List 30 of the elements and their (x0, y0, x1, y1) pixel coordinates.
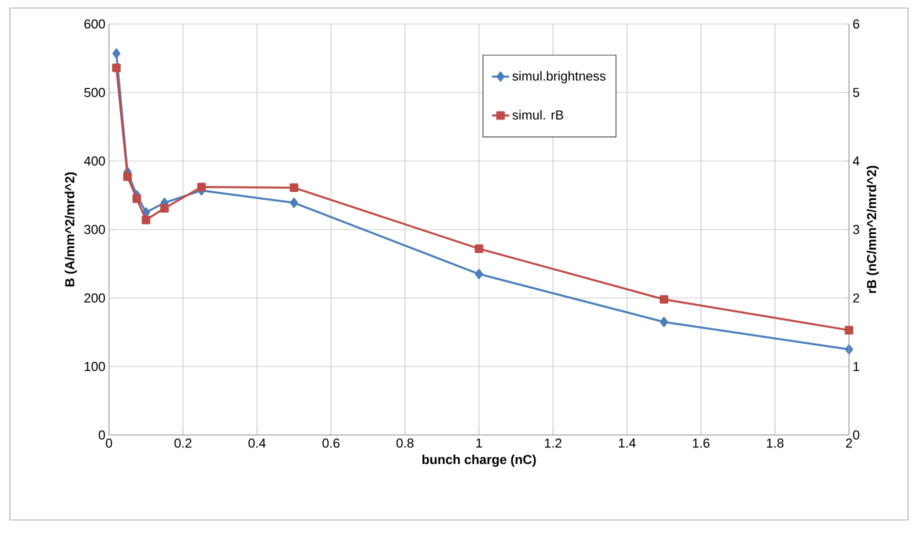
y2-tick-label: 3 (853, 224, 860, 234)
x-axis-title: bunch charge (nC) (422, 454, 536, 467)
x-tick-label: 0.8 (396, 438, 414, 448)
x-tick-label: 1 (476, 438, 482, 448)
y2-tick-label: 6 (853, 19, 860, 29)
y-tick-label: 100 (84, 362, 105, 372)
y-tick-label: 300 (84, 224, 105, 234)
y2-tick-label: 4 (852, 156, 860, 166)
x-tick-label: 0.6 (322, 438, 340, 448)
y-tick-label: 500 (84, 88, 105, 98)
x-tick-label: 1.2 (544, 438, 562, 448)
legend-label: simul.brightness (512, 71, 606, 84)
x-tick-label: 0.4 (248, 438, 266, 448)
x-tick-label: 2 (846, 438, 852, 448)
legend-label: simul. rB (512, 110, 564, 120)
x-tick-label: 1.4 (618, 438, 636, 448)
y-tick-label: 200 (84, 293, 105, 303)
y-tick-label: 0 (98, 430, 105, 440)
y-tick-label: 600 (84, 19, 105, 29)
x-tick-label: 1.6 (692, 438, 710, 448)
y-tick-label: 400 (84, 156, 105, 166)
y2-axis-title: rB (nC/mm^2/mrd^2) (866, 166, 879, 293)
y2-tick-label: 2 (853, 293, 860, 303)
x-tick-label: 1.8 (766, 438, 784, 448)
y2-tick-label: 1 (854, 362, 860, 371)
x-tick-label: 0.2 (174, 438, 192, 448)
y-axis-title: B (A/mm^2/mrd^2) (64, 172, 77, 286)
x-tick-label: 0 (106, 438, 112, 448)
y2-tick-label: 5 (853, 88, 860, 98)
y2-tick-label: 0 (853, 430, 860, 440)
